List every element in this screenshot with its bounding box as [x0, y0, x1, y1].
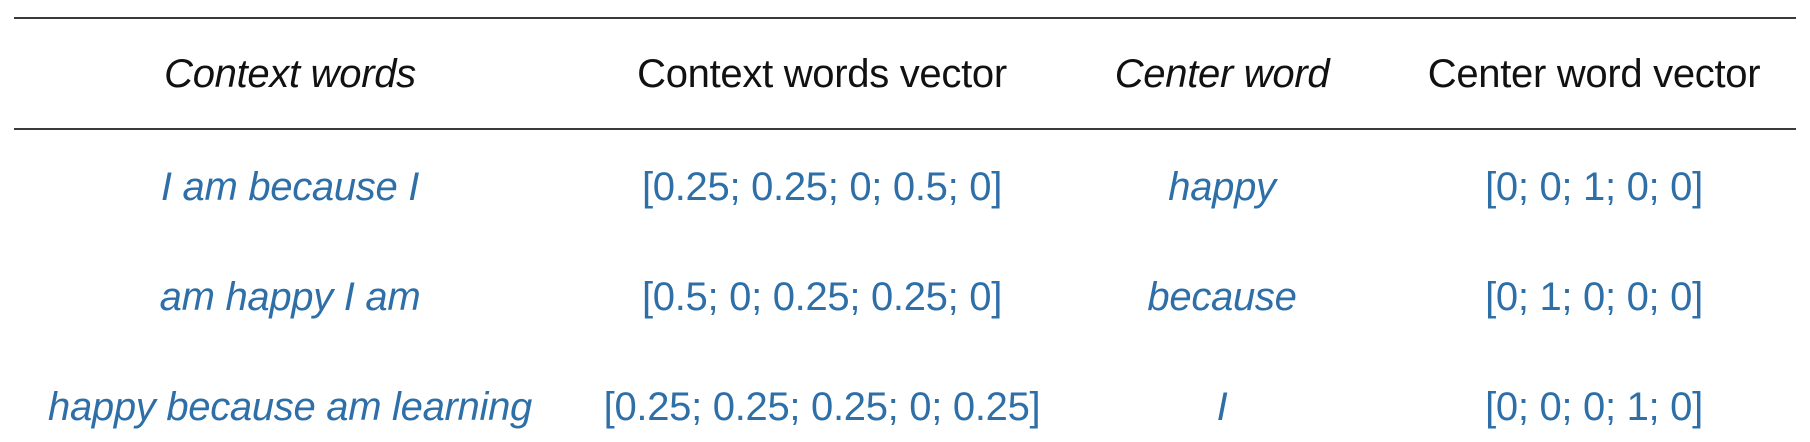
header-context-words-vector: Context words vector — [637, 52, 1007, 96]
center-word-vector-cell: [0; 1; 0; 0; 0] — [1485, 275, 1703, 319]
context-words-vector-cell: [0.5; 0; 0.25; 0.25; 0] — [641, 275, 1003, 319]
context-words-cell: I am because I — [160, 165, 420, 209]
table-top-rule — [14, 17, 1796, 19]
center-word-cell: I — [1216, 385, 1228, 429]
center-word-vector-cell: [0; 0; 1; 0; 0] — [1485, 165, 1703, 209]
table-header-rule — [14, 128, 1796, 130]
context-words-vector-cell: [0.25; 0.25; 0; 0.5; 0] — [641, 165, 1003, 209]
center-word-cell: because — [1147, 275, 1297, 319]
context-words-cell: happy because am learning — [48, 385, 532, 429]
header-center-word: Center word — [1114, 52, 1330, 96]
header-context-words: Context words — [164, 52, 416, 96]
center-word-vector-cell: [0; 0; 0; 1; 0] — [1485, 385, 1703, 429]
context-words-cell: am happy I am — [159, 275, 421, 319]
context-words-vector-cell: [0.25; 0.25; 0.25; 0; 0.25] — [603, 385, 1041, 429]
header-center-word-vector: Center word vector — [1427, 52, 1761, 96]
center-word-cell: happy — [1168, 165, 1276, 209]
